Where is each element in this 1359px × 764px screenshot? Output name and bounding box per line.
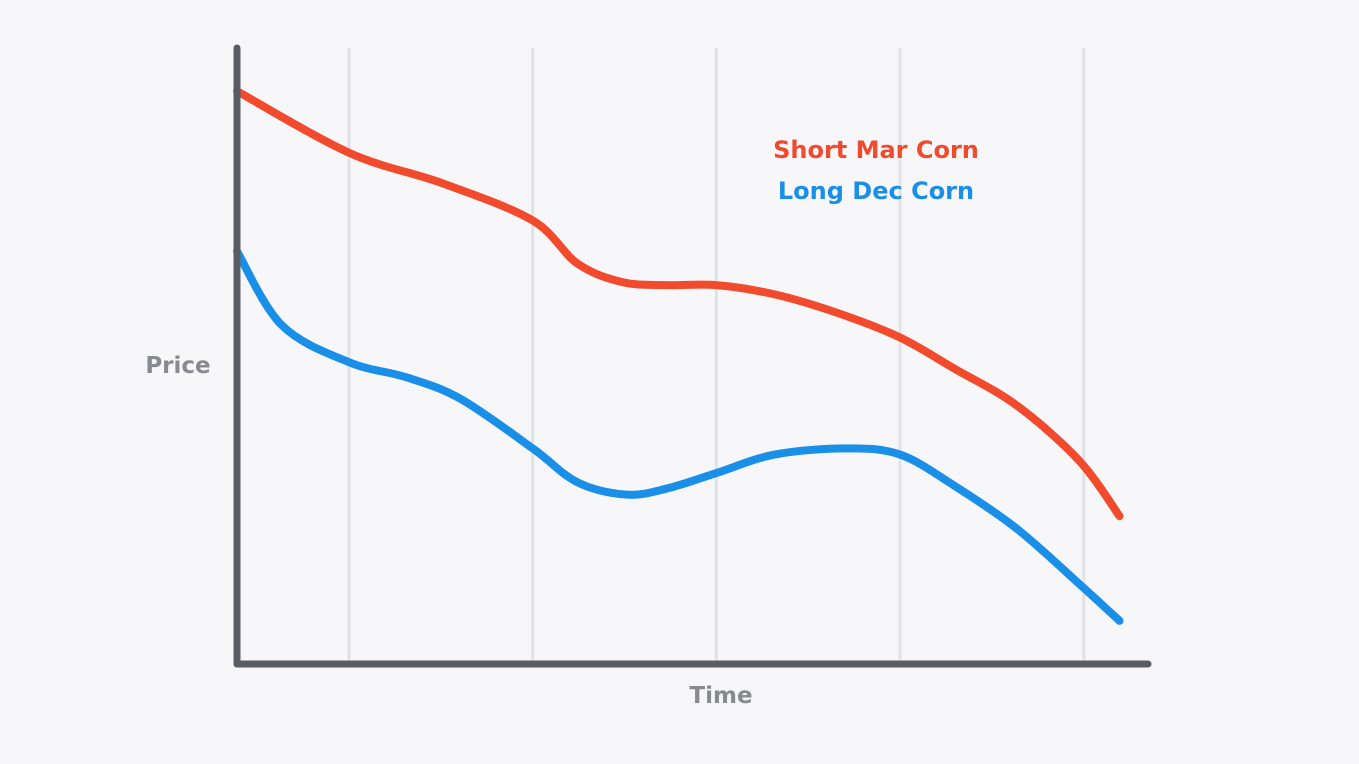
series-layer [233,87,1124,625]
y-axis-label: Price [145,353,210,379]
legend-item-long-dec-corn: Long Dec Corn [778,177,974,205]
series-line-long-dec-corn [233,247,1124,625]
x-axis-label: Time [689,683,752,709]
legend-item-short-mar-corn: Short Mar Corn [773,136,979,164]
series-line-short-mar-corn [233,87,1124,521]
grid-layer [347,48,1086,664]
